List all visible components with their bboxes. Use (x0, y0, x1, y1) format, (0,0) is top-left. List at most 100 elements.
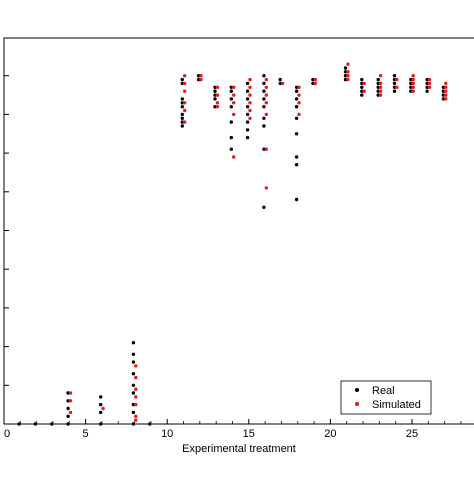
real-point (180, 101, 184, 105)
legend: Real Simulated (340, 380, 432, 415)
real-point (66, 391, 70, 395)
simulated-point (280, 81, 285, 86)
simulated-point (68, 399, 73, 403)
simulated-point (346, 70, 350, 74)
real-point (294, 197, 299, 202)
real-point (180, 81, 184, 86)
real-point (376, 93, 380, 97)
real-point (360, 81, 364, 86)
real-point (343, 77, 348, 82)
simulated-point (264, 112, 268, 117)
real-point (66, 399, 70, 403)
real-point (262, 105, 266, 109)
real-point (441, 89, 446, 93)
x-tick-label: 15 (243, 428, 255, 440)
real-point (262, 205, 266, 209)
simulated-point (215, 85, 220, 90)
real-point (180, 120, 184, 124)
real-point (376, 81, 380, 86)
real-point (245, 81, 250, 86)
real-point (425, 81, 429, 86)
simulated-point (248, 93, 252, 97)
real-point (229, 97, 233, 101)
real-point (360, 89, 364, 93)
real-point (180, 116, 184, 121)
x-tick-label: 25 (406, 428, 418, 440)
simulated-point (183, 81, 187, 86)
real-point (360, 85, 364, 90)
simulated-point (411, 74, 415, 78)
real-point (441, 85, 446, 90)
simulated-point (264, 77, 268, 82)
legend-box (340, 380, 432, 415)
real-point (99, 395, 103, 399)
real-point (392, 74, 397, 78)
simulated-point (313, 77, 317, 82)
simulated-point (215, 93, 220, 97)
simulated-point (264, 101, 268, 105)
simulated-point (232, 112, 236, 117)
real-point (131, 391, 136, 395)
simulated-point (215, 105, 220, 109)
simulated-point (444, 97, 448, 101)
x-tick-label: 20 (324, 428, 336, 440)
simulated-point (68, 391, 73, 395)
real-point (425, 77, 429, 82)
real-point (278, 77, 282, 82)
simulated-point (134, 395, 138, 399)
simulated-point (411, 81, 415, 86)
simulated-point (444, 89, 448, 93)
real-point (294, 85, 299, 90)
real-point (66, 414, 70, 418)
real-point (376, 85, 380, 90)
simulated-point (427, 77, 432, 82)
legend-label-simulated: Simulated (372, 399, 421, 411)
simulated-point (183, 89, 187, 93)
simulated-point (264, 186, 268, 190)
simulated-point (362, 81, 366, 86)
real-point (311, 81, 315, 86)
real-point (262, 74, 266, 78)
real-point (245, 112, 250, 117)
simulated-point (232, 101, 236, 105)
real-point (441, 93, 446, 97)
real-point (50, 422, 54, 426)
real-point (262, 81, 266, 86)
real-point (376, 89, 380, 93)
plot-frame (3, 37, 474, 425)
real-point (131, 352, 136, 356)
simulated-point (134, 418, 138, 422)
simulated-point (297, 101, 301, 105)
real-point (180, 105, 184, 109)
x-tick-label: 0 (4, 428, 10, 440)
x-tick-label: 5 (83, 428, 89, 440)
simulated-point (248, 85, 252, 90)
real-point (180, 77, 184, 82)
real-point (229, 85, 233, 90)
real-point (278, 81, 282, 86)
simulated-point (378, 81, 383, 86)
real-point (213, 97, 217, 101)
y-ticks (4, 75, 9, 425)
real-point (99, 410, 103, 415)
real-point (245, 135, 250, 140)
real-point (294, 155, 299, 159)
real-point (392, 77, 397, 82)
legend-label-real: Real (372, 385, 395, 397)
simulated-point (264, 93, 268, 97)
real-point (360, 93, 364, 97)
real-point (196, 74, 201, 78)
simulated-point (411, 77, 415, 82)
simulated-point (411, 89, 415, 93)
x-axis-label: Experimental treatment (182, 443, 296, 455)
real-point (180, 124, 184, 128)
real-point (262, 89, 266, 93)
simulated-point (183, 74, 187, 78)
real-point (245, 105, 250, 109)
simulated-point (444, 93, 448, 97)
simulated-point (183, 108, 187, 113)
real-point (245, 97, 250, 101)
real-point (441, 97, 446, 101)
real-point (294, 116, 299, 121)
